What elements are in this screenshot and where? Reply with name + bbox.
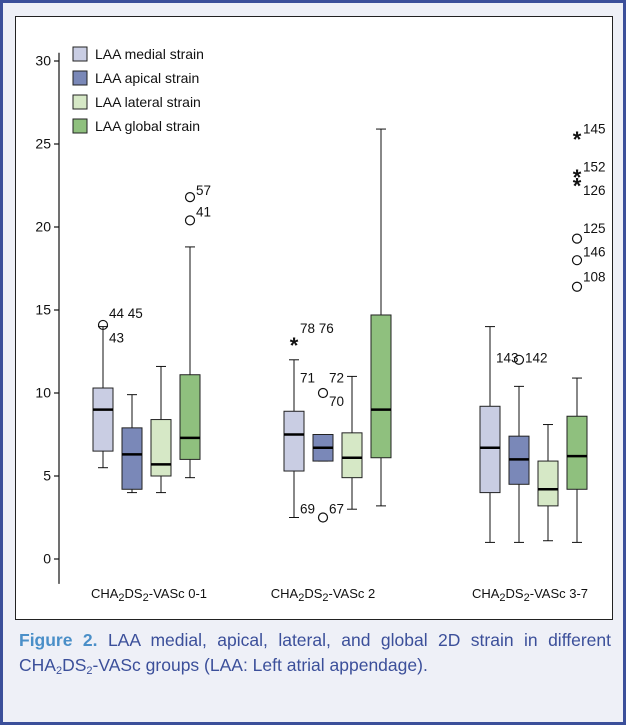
outlier-circle <box>184 192 196 203</box>
outlier-label: 43 <box>109 331 124 346</box>
outlier-circle <box>317 387 329 399</box>
figure-label: Figure 2. <box>19 630 98 650</box>
outlier-label: 142 <box>525 351 548 366</box>
x-category-label-text: CHA2DS2-VASc 2 <box>270 586 376 604</box>
outlier-star: * <box>573 174 582 199</box>
outlier-label: 67 <box>329 502 344 517</box>
plot-area <box>15 16 613 620</box>
legend-swatch <box>72 94 88 110</box>
outlier-star: * <box>573 127 582 152</box>
outlier-label: 71 <box>300 371 315 386</box>
outlier-circle <box>571 233 583 244</box>
outlier-label: 143 <box>496 351 519 366</box>
outlier-label: 78 76 <box>300 321 334 336</box>
outlier-label: 57 <box>196 183 211 198</box>
outlier-label: 41 <box>196 205 211 220</box>
outlier-label: 125 <box>583 221 606 236</box>
outlier-circle <box>571 255 583 266</box>
box <box>341 432 363 479</box>
legend-label: LAA global strain <box>95 118 200 134</box>
outlier-circle <box>571 281 583 292</box>
box <box>179 374 201 460</box>
figure-caption-text: LAA medial, apical, lateral, and global … <box>19 630 611 677</box>
outlier-label: 146 <box>583 244 606 259</box>
outlier-label: 108 <box>583 269 606 284</box>
box <box>283 410 305 472</box>
legend-label: LAA lateral strain <box>95 94 201 110</box>
outlier-label: 69 <box>300 502 315 517</box>
x-category-label: CHA2DS2-VASc 2 <box>270 586 376 604</box>
outlier-label: 126 <box>583 183 606 198</box>
box <box>566 415 588 490</box>
outlier-star: * <box>573 165 582 190</box>
box <box>537 460 559 507</box>
outlier-star: * <box>290 333 299 358</box>
y-tick-label: 30 <box>35 53 51 69</box>
outlier-label: 72 <box>329 371 344 386</box>
outlier-circle <box>513 354 525 365</box>
y-tick-label: 25 <box>35 136 51 152</box>
x-category-label-text: CHA2DS2-VASc 3-7 <box>471 586 589 604</box>
x-category-label-text: CHA2DS2-VASc 0-1 <box>90 586 208 604</box>
outlier-circle <box>317 512 329 523</box>
outlier-circle <box>184 215 196 226</box>
box <box>92 387 114 452</box>
legend-swatch <box>72 118 88 134</box>
x-category-label: CHA2DS2-VASc 0-1 <box>90 586 208 604</box>
outlier-label: 145 <box>583 122 606 137</box>
y-tick-label: 5 <box>43 468 51 484</box>
outlier-circle <box>97 319 109 331</box>
outlier-label: 70 <box>329 394 344 409</box>
box <box>370 314 392 459</box>
legend-swatch <box>72 46 88 62</box>
box <box>121 427 143 490</box>
x-category-label: CHA2DS2-VASc 3-7 <box>471 586 589 604</box>
legend-label: LAA apical strain <box>95 70 199 86</box>
legend-label: LAA medial strain <box>95 46 204 62</box>
y-tick-label: 0 <box>43 551 51 567</box>
outlier-label: 152 <box>583 160 606 175</box>
y-tick-label: 10 <box>35 385 51 401</box>
box <box>479 405 501 494</box>
box <box>150 419 172 477</box>
legend-swatch <box>72 70 88 86</box>
y-tick-label: 15 <box>35 302 51 318</box>
boxplot-chart: 0 5 10 15 20 25 30 LAA medial strain LAA apical … <box>35 46 606 604</box>
figure-caption: Figure 2. LAA medial, apical, lateral, a… <box>19 628 611 678</box>
y-tick-label: 20 <box>35 219 51 235</box>
outlier-label: 44 45 <box>109 306 143 321</box>
